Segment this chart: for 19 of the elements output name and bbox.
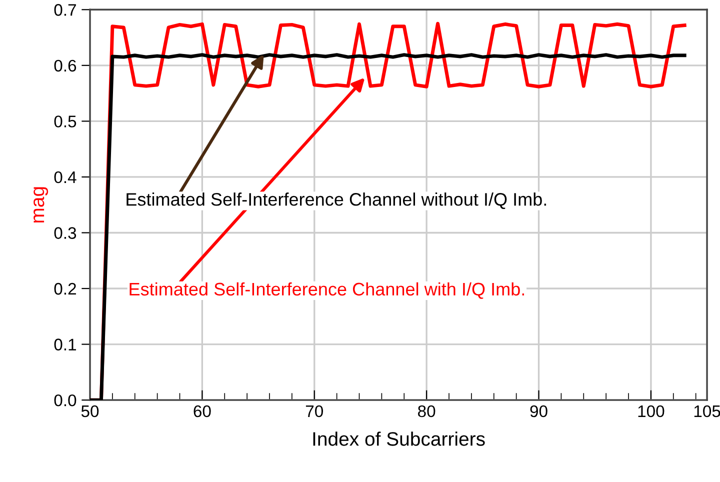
y-tick-label: 0.4 [54, 171, 76, 184]
x-tick-label: 60 [194, 405, 211, 418]
y-tick-label: 0.7 [54, 4, 76, 16]
x-tick-label: 50 [81, 405, 99, 418]
y-axis-title: mag [34, 187, 48, 222]
x-tick-label: 90 [530, 405, 548, 418]
x-tick-label: 70 [306, 405, 323, 418]
x-axis-title: Index of Subcarriers [313, 432, 485, 446]
y-tick-label: 0.5 [54, 116, 76, 128]
y-tick-label: 0.3 [54, 227, 76, 239]
x-tick-label: 105 [694, 405, 720, 418]
x-tick-label: 80 [418, 405, 436, 418]
annotation: Estimated Self-Interference Channel without I/Q Imb. [126, 192, 546, 210]
x-tick-label: 100 [638, 405, 664, 418]
y-tick-label: 0.6 [54, 60, 76, 72]
y-tick-label: 0.2 [54, 282, 76, 295]
annotation: Estimated Self-Interference Channel with I/Q Imb. [130, 282, 524, 299]
y-tick-label: 0.0 [54, 394, 76, 406]
y-tick-label: 0.1 [54, 338, 76, 350]
